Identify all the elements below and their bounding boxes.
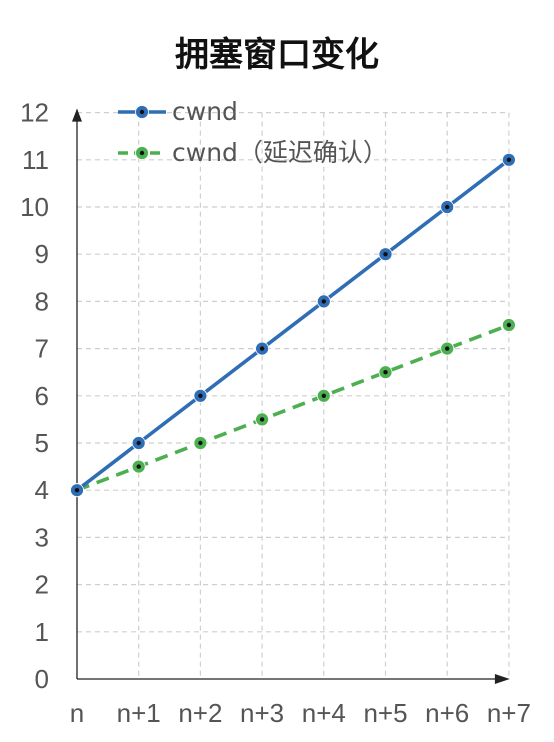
x-tick-label: n (70, 698, 84, 728)
y-tick-label: 7 (35, 334, 49, 364)
x-tick-label: n+3 (240, 698, 284, 728)
y-tick-label: 3 (35, 522, 49, 552)
y-tick-label: 4 (35, 475, 49, 505)
data-point-center (383, 370, 388, 375)
y-tick-label: 5 (35, 428, 49, 458)
x-tick-label: n+1 (117, 698, 161, 728)
data-point-center (445, 346, 450, 351)
y-tick-label: 2 (35, 570, 49, 600)
data-point-center (198, 393, 203, 398)
data-point-center (506, 157, 512, 162)
y-axis-arrow (72, 108, 82, 122)
data-point-center (136, 440, 141, 446)
data-point-center (321, 299, 326, 304)
data-point-center (445, 204, 450, 210)
legend-marker-center (139, 109, 145, 115)
legend-label: cwnd（延迟确认） (172, 138, 388, 167)
x-tick-label: n+2 (178, 698, 222, 728)
y-tick-label: 0 (35, 664, 49, 694)
data-point-center (136, 464, 141, 469)
data-point-center (506, 322, 512, 328)
legend-item: cwnd（延迟确认） (118, 138, 388, 167)
y-tick-label: 9 (35, 239, 49, 269)
x-tick-label: n+5 (363, 698, 407, 728)
legend: cwnd cwnd（延迟确认） (118, 97, 388, 167)
legend-marker-center (139, 150, 145, 156)
x-tick-label: n+7 (487, 698, 531, 728)
data-point-center (259, 346, 265, 351)
chart-title: 拥塞窗口变化 (175, 35, 379, 75)
series-cwnd (70, 152, 516, 498)
series-group (70, 152, 516, 498)
data-point-center (198, 440, 203, 446)
series-cwnd-delayed-ack (70, 318, 516, 498)
y-tick-label: 10 (20, 192, 49, 222)
x-axis-ticks: n n+1 n+2 n+3 n+4 n+5 n+6 n+7 (70, 698, 531, 728)
grid (77, 111, 510, 679)
series-line (75, 158, 510, 492)
data-point-center (74, 488, 80, 493)
series-line (76, 323, 510, 492)
x-tick-label: n+6 (425, 698, 469, 728)
x-tick-label: n+4 (302, 698, 346, 728)
data-point-center (321, 393, 326, 398)
legend-item: cwnd (118, 97, 238, 126)
data-point-center (259, 417, 265, 422)
y-tick-label: 1 (35, 617, 49, 647)
y-tick-label: 11 (22, 145, 49, 175)
axes (72, 108, 510, 684)
y-tick-label: 12 (20, 98, 49, 128)
legend-label: cwnd (172, 97, 238, 126)
y-tick-label: 6 (35, 381, 49, 411)
y-tick-label: 8 (35, 286, 49, 316)
x-axis-arrow (494, 674, 510, 684)
data-point-center (383, 252, 388, 257)
